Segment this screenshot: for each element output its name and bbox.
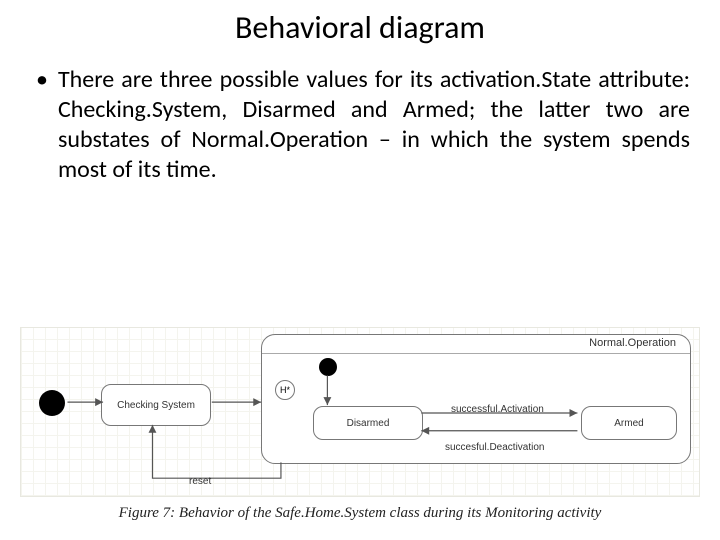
state-diagram: Normal.Operation H* Checking System Disa…	[20, 327, 700, 497]
figure-caption: Figure 7: Behavior of the Safe.Home.Syst…	[20, 505, 700, 522]
history-label: H*	[280, 385, 290, 395]
composite-separator	[262, 353, 690, 354]
history-pseudostate: H*	[275, 380, 295, 400]
state-label: Disarmed	[347, 418, 390, 429]
initial-state-icon	[39, 390, 65, 416]
bullet-item: • There are three possible values for it…	[30, 65, 690, 185]
edge-label-deactivation: succesful.Deactivation	[445, 442, 545, 453]
slide-title: Behavioral diagram	[30, 8, 690, 47]
state-disarmed: Disarmed	[313, 406, 423, 440]
state-checking-system: Checking System	[101, 384, 211, 426]
state-label: Checking System	[117, 400, 195, 411]
composite-title: Normal.Operation	[589, 337, 676, 349]
edge-label-activation: successful.Activation	[451, 404, 544, 415]
bullet-text: There are three possible values for its …	[58, 65, 690, 185]
initial-state-inner-icon	[319, 358, 337, 376]
edge-label-reset: reset	[189, 476, 211, 487]
slide: Behavioral diagram • There are three pos…	[0, 0, 720, 540]
state-armed: Armed	[581, 406, 677, 440]
bullet-dot-icon: •	[36, 65, 48, 95]
figure: Normal.Operation H* Checking System Disa…	[20, 327, 700, 522]
state-label: Armed	[614, 418, 643, 429]
